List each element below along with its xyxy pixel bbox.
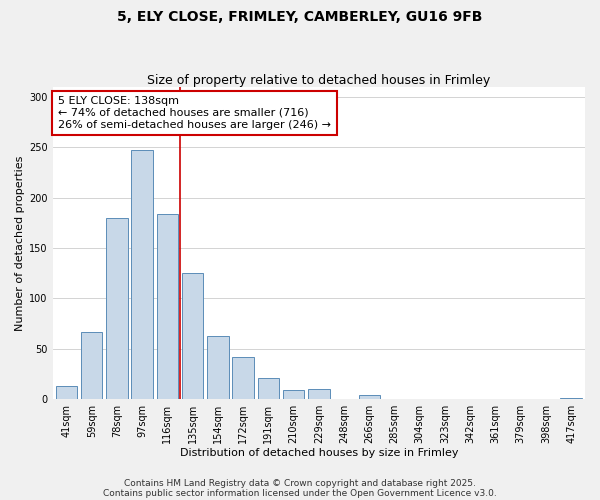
Bar <box>283 390 304 399</box>
Bar <box>131 150 153 399</box>
Text: 5 ELY CLOSE: 138sqm
← 74% of detached houses are smaller (716)
26% of semi-detac: 5 ELY CLOSE: 138sqm ← 74% of detached ho… <box>58 96 331 130</box>
Bar <box>207 336 229 399</box>
Bar <box>308 389 329 399</box>
Bar <box>359 395 380 399</box>
Bar <box>182 274 203 399</box>
Bar <box>81 332 103 399</box>
Bar <box>232 357 254 399</box>
X-axis label: Distribution of detached houses by size in Frimley: Distribution of detached houses by size … <box>179 448 458 458</box>
Bar <box>560 398 582 399</box>
Title: Size of property relative to detached houses in Frimley: Size of property relative to detached ho… <box>147 74 490 87</box>
Text: Contains HM Land Registry data © Crown copyright and database right 2025.: Contains HM Land Registry data © Crown c… <box>124 478 476 488</box>
Text: Contains public sector information licensed under the Open Government Licence v3: Contains public sector information licen… <box>103 488 497 498</box>
Y-axis label: Number of detached properties: Number of detached properties <box>15 156 25 330</box>
Bar <box>257 378 279 399</box>
Bar <box>56 386 77 399</box>
Bar <box>106 218 128 399</box>
Bar <box>157 214 178 399</box>
Text: 5, ELY CLOSE, FRIMLEY, CAMBERLEY, GU16 9FB: 5, ELY CLOSE, FRIMLEY, CAMBERLEY, GU16 9… <box>118 10 482 24</box>
